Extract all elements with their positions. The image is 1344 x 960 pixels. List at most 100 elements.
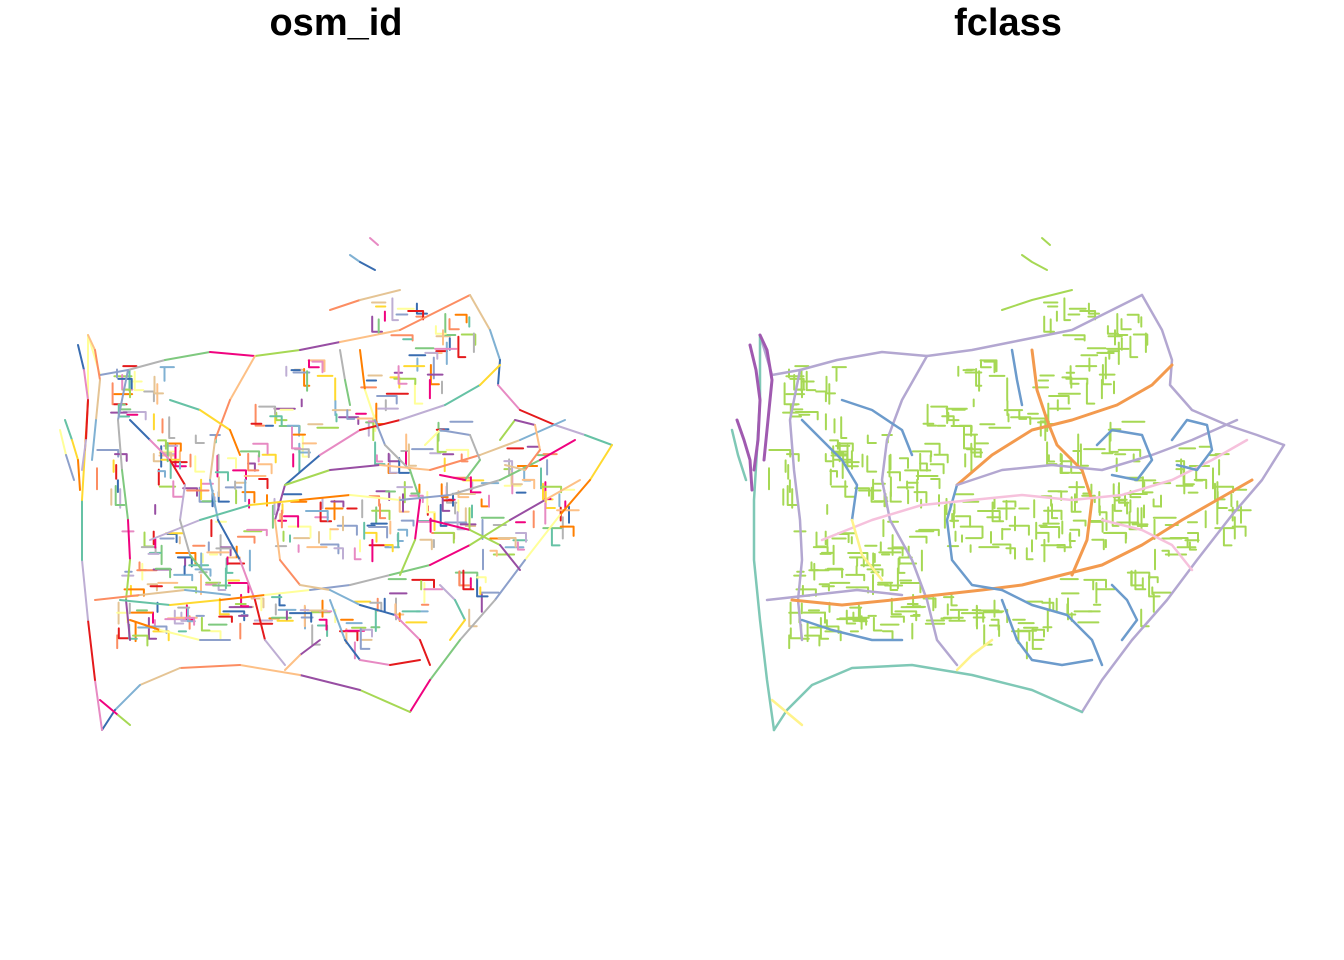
- road-residential: [308, 359, 320, 369]
- road-residential: [1130, 570, 1143, 587]
- road-residential: [154, 567, 172, 579]
- road-segment: [309, 584, 351, 591]
- road-segment: [299, 639, 321, 656]
- road-residential: [117, 627, 129, 640]
- road-residential: [129, 584, 139, 597]
- road-residential: [359, 628, 373, 638]
- road-tertiary: [1000, 588, 1104, 667]
- road-residential: [114, 485, 126, 506]
- road-residential: [866, 455, 878, 473]
- road-segment: [399, 294, 471, 331]
- road-segment: [299, 674, 361, 691]
- road-residential: [1117, 448, 1142, 458]
- road-residential: [122, 411, 147, 421]
- road-segment: [359, 604, 396, 616]
- road-residential: [336, 524, 358, 536]
- road-residential: [992, 543, 1012, 555]
- road-residential: [898, 457, 909, 469]
- road-residential: [214, 471, 229, 482]
- road-residential: [1108, 433, 1119, 453]
- road-segment: [91, 419, 97, 461]
- road-residential: [1031, 628, 1043, 650]
- road-segment: [149, 519, 201, 541]
- road-residential: [368, 495, 381, 507]
- road-residential: [153, 375, 164, 395]
- road-residential: [200, 616, 211, 632]
- road-residential: [1079, 443, 1089, 467]
- road-segment: [121, 469, 129, 521]
- road-segment: [94, 594, 141, 601]
- road-segment: [459, 599, 496, 641]
- road-residential: [1148, 576, 1159, 584]
- road-residential: [172, 480, 185, 498]
- road-residential: [1152, 498, 1161, 508]
- road-residential: [194, 455, 206, 473]
- road-segment: [584, 434, 613, 446]
- road-residential: [409, 494, 424, 504]
- road-segment: [544, 479, 581, 501]
- road-residential: [283, 515, 300, 528]
- road-residential: [941, 415, 955, 426]
- road-residential: [1043, 509, 1063, 521]
- road-segment: [239, 664, 301, 676]
- road-residential: [426, 491, 436, 514]
- road-segment: [399, 539, 416, 576]
- road-residential: [890, 597, 902, 616]
- road-residential: [789, 377, 805, 390]
- road-residential: [173, 609, 185, 625]
- road-segment: [449, 479, 501, 496]
- road-residential: [924, 442, 941, 455]
- road-residential: [117, 377, 133, 390]
- road-residential: [904, 469, 919, 481]
- road-residential: [384, 544, 394, 553]
- road-segment: [64, 419, 73, 441]
- road-segment: [81, 439, 87, 471]
- road-segment: [94, 679, 103, 731]
- road-residential: [1193, 478, 1208, 490]
- road-residential: [177, 556, 187, 567]
- road-segment: [469, 434, 481, 461]
- road-segment: [469, 519, 511, 546]
- road-residential: [856, 617, 868, 626]
- road-segment: [229, 355, 256, 401]
- road-residential: [1069, 365, 1080, 385]
- road-residential: [226, 457, 237, 469]
- road-segment: [534, 424, 541, 451]
- road-unclassified: [770, 698, 804, 727]
- road-residential: [480, 498, 489, 508]
- road-residential: [146, 583, 158, 592]
- road-residential: [973, 433, 982, 458]
- road-segment: [169, 459, 186, 486]
- road-residential: [1169, 537, 1189, 548]
- road-residential: [503, 460, 514, 473]
- road-residential: [390, 334, 414, 342]
- road-segment: [559, 479, 591, 516]
- panel-title-fclass: fclass: [954, 2, 1062, 44]
- road-segment: [499, 459, 541, 481]
- road-segment: [379, 464, 431, 471]
- road-residential: [246, 528, 268, 537]
- road-segment: [364, 389, 376, 421]
- road-segment: [299, 494, 351, 501]
- road-segment: [454, 599, 466, 621]
- road-segment: [414, 499, 421, 541]
- road-residential: [397, 365, 408, 385]
- road-segment: [139, 589, 186, 596]
- road-residential: [393, 377, 417, 385]
- road-segment: [164, 351, 211, 361]
- road-segment: [209, 479, 219, 521]
- road-segment: [71, 439, 79, 461]
- map-osm-id: [59, 237, 613, 731]
- road-residential: [364, 531, 378, 543]
- road-segment: [199, 409, 231, 431]
- road-segment: [85, 399, 89, 441]
- road-residential: [1129, 335, 1139, 359]
- road-residential: [1021, 254, 1048, 271]
- road-residential: [825, 375, 836, 395]
- road-residential: [218, 615, 233, 623]
- road-residential: [1048, 395, 1070, 405]
- road-segment: [409, 469, 421, 501]
- road-residential: [448, 318, 460, 331]
- road-residential: [786, 453, 800, 462]
- road-residential: [933, 453, 949, 464]
